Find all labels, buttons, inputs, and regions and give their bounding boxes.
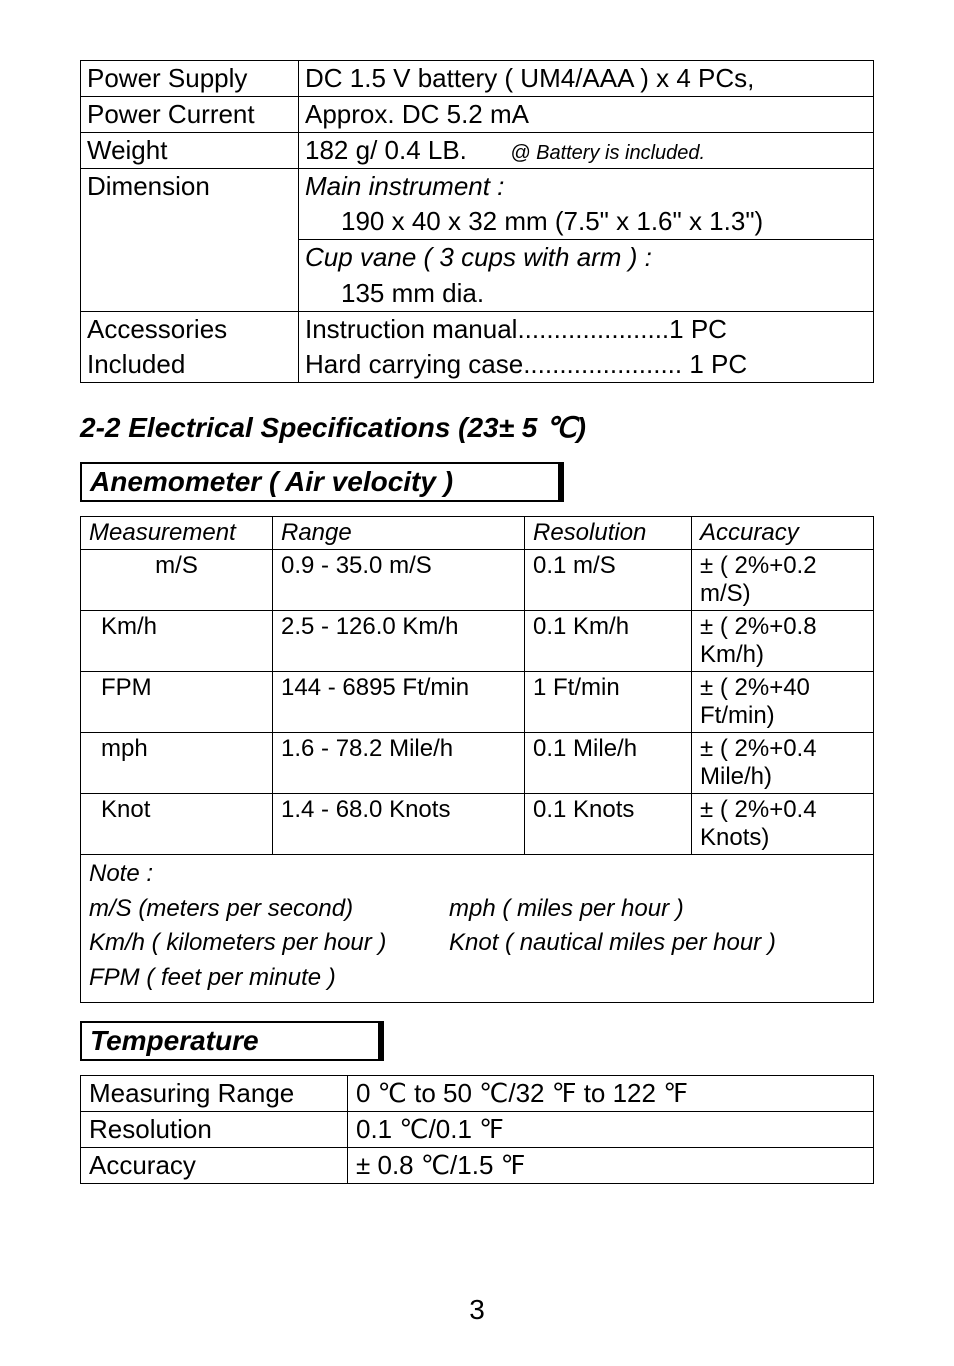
spec-value: Hard carrying case......................… bbox=[299, 347, 874, 383]
table-row: Dimension Main instrument : 190 x 40 x 3… bbox=[81, 169, 874, 240]
note-left: Km/h ( kilometers per hour ) bbox=[89, 926, 449, 961]
note-row: Note : m/S (meters per second) mph ( mil… bbox=[81, 854, 874, 1002]
table-row: mph 1.6 - 78.2 Mile/h 0.1 Mile/h ± ( 2%+… bbox=[81, 732, 874, 793]
spec-value: Cup vane ( 3 cups with arm ) : 135 mm di… bbox=[299, 240, 874, 311]
page-number: 3 bbox=[80, 1294, 874, 1326]
section-title: 2-2 Electrical Specifications (23± 5 ℃) bbox=[80, 411, 874, 444]
note-line: FPM ( feet per minute ) bbox=[89, 961, 865, 996]
meas-cell: ± ( 2%+0.4 Knots) bbox=[692, 793, 874, 854]
page-container: Power Supply DC 1.5 V battery ( UM4/AAA … bbox=[0, 0, 954, 1366]
table-header-row: Measurement Range Resolution Accuracy bbox=[81, 516, 874, 549]
meas-cell: ± ( 2%+0.4 Mile/h) bbox=[692, 732, 874, 793]
accessory-line-suf: 1 PC bbox=[669, 314, 727, 344]
accessory-line-pre: Instruction manual bbox=[305, 314, 517, 344]
table-row: Accuracy ± 0.8 ℃/1.5 ℉ bbox=[81, 1148, 874, 1184]
temp-value: 0 ℃ to 50 ℃/32 ℉ to 122 ℉ bbox=[348, 1076, 874, 1112]
meas-cell: FPM bbox=[81, 671, 273, 732]
spec-label: Power Supply bbox=[81, 61, 299, 97]
accessory-line-suf: 1 PC bbox=[689, 349, 747, 379]
table-row: Resolution 0.1 ℃/0.1 ℉ bbox=[81, 1112, 874, 1148]
table-row: Power Supply DC 1.5 V battery ( UM4/AAA … bbox=[81, 61, 874, 97]
col-header: Range bbox=[273, 516, 525, 549]
meas-cell: ± ( 2%+0.8 Km/h) bbox=[692, 610, 874, 671]
table-row: Measuring Range 0 ℃ to 50 ℃/32 ℉ to 122 … bbox=[81, 1076, 874, 1112]
spec-label: Power Current bbox=[81, 97, 299, 133]
meas-cell: mph bbox=[81, 732, 273, 793]
dimension-main-label: Main instrument : bbox=[305, 171, 504, 201]
dimension-cup-label: Cup vane ( 3 cups with arm ) : bbox=[305, 242, 652, 272]
meas-cell: 2.5 - 126.0 Km/h bbox=[273, 610, 525, 671]
meas-cell: Km/h bbox=[81, 610, 273, 671]
meas-cell: ± ( 2%+40 Ft/min) bbox=[692, 671, 874, 732]
table-row: Included Hard carrying case.............… bbox=[81, 347, 874, 383]
table-row: Power Current Approx. DC 5.2 mA bbox=[81, 97, 874, 133]
temp-value: ± 0.8 ℃/1.5 ℉ bbox=[348, 1148, 874, 1184]
temp-label: Accuracy bbox=[81, 1148, 348, 1184]
col-header: Measurement bbox=[81, 516, 273, 549]
spec-value: Approx. DC 5.2 mA bbox=[299, 97, 874, 133]
specs-table: Power Supply DC 1.5 V battery ( UM4/AAA … bbox=[80, 60, 874, 383]
table-row: Knot 1.4 - 68.0 Knots 0.1 Knots ± ( 2%+0… bbox=[81, 793, 874, 854]
spec-label: Dimension bbox=[81, 169, 299, 311]
col-header: Resolution bbox=[525, 516, 692, 549]
note-right: mph ( miles per hour ) bbox=[449, 892, 684, 927]
col-header: Accuracy bbox=[692, 516, 874, 549]
meas-cell: m/S bbox=[81, 549, 273, 610]
temp-label: Measuring Range bbox=[81, 1076, 348, 1112]
note-title: Note : bbox=[89, 857, 865, 892]
anemometer-heading: Anemometer ( Air velocity ) bbox=[80, 462, 560, 502]
spec-value: Main instrument : 190 x 40 x 32 mm (7.5"… bbox=[299, 169, 874, 240]
meas-cell: 0.1 Mile/h bbox=[525, 732, 692, 793]
note-right: Knot ( nautical miles per hour ) bbox=[449, 926, 776, 961]
table-row: Km/h 2.5 - 126.0 Km/h 0.1 Km/h ± ( 2%+0.… bbox=[81, 610, 874, 671]
meas-cell: 1 Ft/min bbox=[525, 671, 692, 732]
dimension-main-value: 190 x 40 x 32 mm (7.5" x 1.6" x 1.3") bbox=[305, 206, 763, 236]
meas-cell: 0.1 Knots bbox=[525, 793, 692, 854]
spec-value: DC 1.5 V battery ( UM4/AAA ) x 4 PCs, bbox=[299, 61, 874, 97]
note-block: Note : m/S (meters per second) mph ( mil… bbox=[81, 855, 873, 1002]
table-row: Weight 182 g/ 0.4 LB. @ Battery is inclu… bbox=[81, 133, 874, 169]
spec-value: 182 g/ 0.4 LB. @ Battery is included. bbox=[299, 133, 874, 169]
spec-label: Included bbox=[81, 347, 299, 383]
dots: ..................... bbox=[517, 314, 669, 344]
meas-cell: 0.1 m/S bbox=[525, 549, 692, 610]
meas-cell: ± ( 2%+0.2 m/S) bbox=[692, 549, 874, 610]
meas-cell: 1.4 - 68.0 Knots bbox=[273, 793, 525, 854]
temp-label: Resolution bbox=[81, 1112, 348, 1148]
dimension-cup-value: 135 mm dia. bbox=[305, 278, 484, 308]
spec-label: Accessories bbox=[81, 311, 299, 347]
meas-cell: 1.6 - 78.2 Mile/h bbox=[273, 732, 525, 793]
meas-cell: 0.9 - 35.0 m/S bbox=[273, 549, 525, 610]
meas-cell: 144 - 6895 Ft/min bbox=[273, 671, 525, 732]
temperature-table: Measuring Range 0 ℃ to 50 ℃/32 ℉ to 122 … bbox=[80, 1075, 874, 1184]
battery-note: @ Battery is included. bbox=[510, 142, 705, 164]
table-row: Accessories Instruction manual..........… bbox=[81, 311, 874, 347]
weight-value: 182 g/ 0.4 LB. bbox=[305, 135, 467, 165]
meas-cell: 0.1 Km/h bbox=[525, 610, 692, 671]
table-row: FPM 144 - 6895 Ft/min 1 Ft/min ± ( 2%+40… bbox=[81, 671, 874, 732]
measurement-table: Measurement Range Resolution Accuracy m/… bbox=[80, 516, 874, 1003]
accessory-line-pre: Hard carrying case bbox=[305, 349, 523, 379]
temp-value: 0.1 ℃/0.1 ℉ bbox=[348, 1112, 874, 1148]
spec-value: Instruction manual.....................1… bbox=[299, 311, 874, 347]
note-left: m/S (meters per second) bbox=[89, 892, 449, 927]
meas-cell: Knot bbox=[81, 793, 273, 854]
spec-label: Weight bbox=[81, 133, 299, 169]
table-row: m/S 0.9 - 35.0 m/S 0.1 m/S ± ( 2%+0.2 m/… bbox=[81, 549, 874, 610]
temperature-heading: Temperature bbox=[80, 1021, 380, 1061]
dots: ...................... bbox=[523, 349, 682, 379]
